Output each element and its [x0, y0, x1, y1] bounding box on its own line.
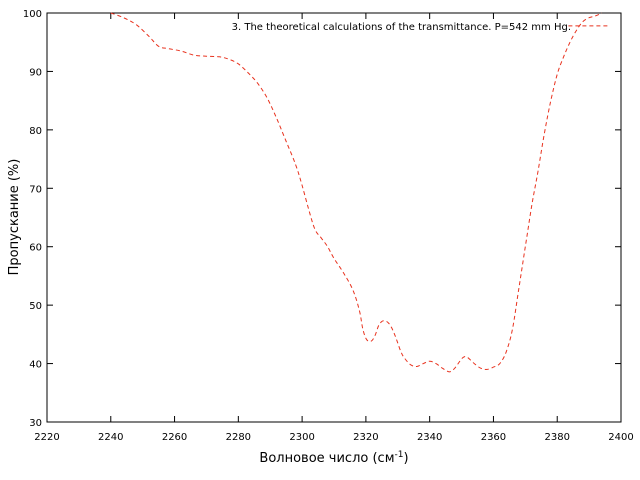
series-line-transmittance — [110, 12, 603, 373]
legend-entry-label: 3. The theoretical calculations of the t… — [232, 22, 571, 33]
x-axis-title-main: Волновое число (см — [259, 451, 394, 466]
x-tick-label: 2260 — [162, 432, 187, 443]
x-tick-label: 2320 — [353, 432, 378, 443]
x-tick-label: 2360 — [481, 432, 506, 443]
y-tick-label: 90 — [29, 67, 42, 78]
axis-ticks — [46, 12, 622, 423]
x-axis-title: Волновое число (см-1) — [259, 450, 408, 466]
y-tick-label: 60 — [29, 243, 42, 254]
x-axis-title-superscript: -1 — [395, 450, 404, 460]
plot-frame — [46, 12, 622, 423]
x-tick-label: 2300 — [289, 432, 314, 443]
x-tick-label: 2280 — [226, 432, 251, 443]
y-tick-label: 70 — [29, 184, 42, 195]
x-tick-label: 2400 — [608, 432, 633, 443]
x-tick-label: 2220 — [34, 432, 59, 443]
x-axis-title-end: ) — [403, 451, 408, 466]
x-tick-label: 2340 — [417, 432, 442, 443]
x-tick-label: 2240 — [98, 432, 123, 443]
y-tick-label: 50 — [29, 301, 42, 312]
axis-tick-labels: 2220 2240 2260 2280 2300 2320 2340 2360 2380 2400… — [23, 9, 634, 443]
y-axis-title: Пропускание (%) — [7, 159, 22, 276]
y-tick-label: 100 — [23, 9, 42, 20]
y-tick-label: 40 — [29, 360, 42, 371]
y-tick-label: 30 — [29, 418, 42, 429]
x-tick-label: 2380 — [544, 432, 569, 443]
y-tick-label: 80 — [29, 126, 42, 137]
